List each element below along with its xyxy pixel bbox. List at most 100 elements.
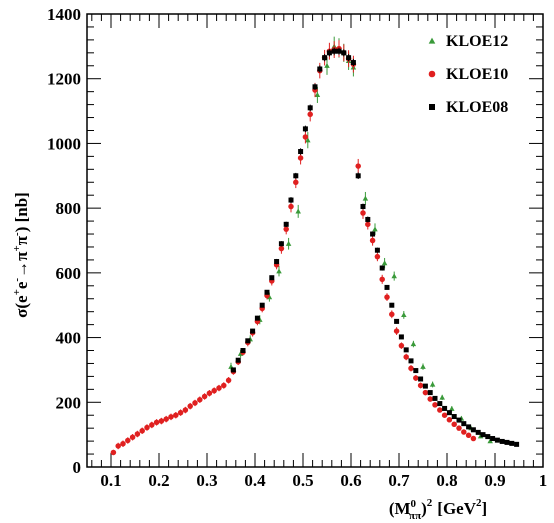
data-point <box>362 195 369 201</box>
data-point <box>115 443 121 449</box>
data-point <box>187 403 193 409</box>
data-point <box>480 432 486 438</box>
data-point <box>331 48 337 54</box>
data-point <box>422 383 428 389</box>
data-point <box>120 440 126 447</box>
data-point <box>346 55 352 61</box>
data-marks <box>110 36 520 456</box>
y-tick-label: 1000 <box>47 134 81 153</box>
data-point <box>317 66 323 72</box>
data-point <box>413 368 419 374</box>
data-point <box>302 126 308 132</box>
data-point <box>254 315 260 321</box>
data-point <box>293 173 299 179</box>
data-point <box>446 410 452 416</box>
data-point <box>225 377 232 384</box>
data-point <box>288 197 294 203</box>
x-tick-label: 0.5 <box>292 471 313 490</box>
data-point <box>393 328 400 334</box>
data-point <box>389 311 395 318</box>
data-point <box>125 437 131 444</box>
data-point <box>312 84 318 90</box>
x-tick-label: 0.8 <box>436 471 457 490</box>
data-point <box>429 381 436 387</box>
x-tick-label: 0.6 <box>340 471 361 490</box>
y-tick-label: 400 <box>56 329 82 348</box>
plot-border <box>86 13 544 468</box>
y-tick-label: 200 <box>56 393 82 412</box>
data-point <box>182 407 189 413</box>
data-point <box>250 328 256 334</box>
data-point <box>302 134 309 140</box>
data-point <box>144 424 150 431</box>
data-point <box>403 354 409 360</box>
y-tick-label: 1200 <box>47 70 81 89</box>
data-point <box>461 421 467 427</box>
data-point <box>389 302 395 308</box>
data-point <box>369 237 376 244</box>
data-point <box>417 382 424 389</box>
data-point <box>381 260 388 266</box>
data-point <box>509 440 515 446</box>
data-point <box>439 394 445 400</box>
data-point <box>293 179 299 186</box>
data-point <box>326 50 332 56</box>
data-point <box>192 400 198 406</box>
data-point <box>206 390 213 396</box>
data-point <box>269 275 275 281</box>
data-point <box>264 289 270 295</box>
data-point <box>274 259 280 265</box>
data-point <box>314 92 321 98</box>
x-tick-label: 0.3 <box>196 471 217 490</box>
data-point <box>305 137 311 143</box>
data-point <box>490 436 496 442</box>
data-point <box>499 438 505 444</box>
x-tick-label: 0.2 <box>148 471 169 490</box>
data-point <box>456 417 462 423</box>
data-point <box>451 414 457 420</box>
x-tick-label: 0.1 <box>100 471 121 490</box>
data-point <box>427 396 433 402</box>
data-point <box>288 203 294 210</box>
data-point <box>307 111 313 118</box>
data-point <box>295 208 301 214</box>
data-point <box>418 376 424 382</box>
data-point <box>384 294 390 300</box>
data-point <box>365 216 371 222</box>
data-point <box>420 363 426 369</box>
series-kloe08 <box>230 47 520 447</box>
data-point <box>235 357 241 363</box>
data-point <box>153 419 160 426</box>
plot-frame: 0 200 400 600 800 1000 1200 1400 0.1 0.2 0.3 0.4 0.5… <box>47 5 547 490</box>
data-point <box>350 60 356 66</box>
data-point <box>485 434 491 440</box>
data-point <box>394 318 400 324</box>
data-point <box>230 367 236 373</box>
data-point <box>451 421 457 428</box>
data-point <box>410 341 417 347</box>
data-point <box>355 163 361 169</box>
data-point <box>401 312 407 318</box>
data-point <box>470 435 477 442</box>
data-point <box>432 402 438 408</box>
data-point <box>259 302 265 308</box>
data-point <box>408 365 414 372</box>
data-point <box>276 268 282 274</box>
legend-label-kloe12: KLOE12 <box>446 33 508 50</box>
data-point <box>403 347 409 353</box>
data-point <box>336 48 342 54</box>
data-point <box>283 226 289 232</box>
data-point <box>441 412 448 418</box>
data-point <box>158 418 165 424</box>
x-axis-title: (M0 ππ)2 [GeV2] <box>389 497 487 522</box>
data-point <box>379 265 385 271</box>
data-point <box>298 149 304 155</box>
data-point <box>177 409 184 416</box>
data-point <box>432 395 438 401</box>
data-point <box>297 155 304 161</box>
x-tick-label: 0.9 <box>484 471 505 490</box>
data-point <box>398 342 405 349</box>
data-point <box>449 405 455 411</box>
data-point <box>437 407 443 413</box>
data-point <box>285 240 292 246</box>
